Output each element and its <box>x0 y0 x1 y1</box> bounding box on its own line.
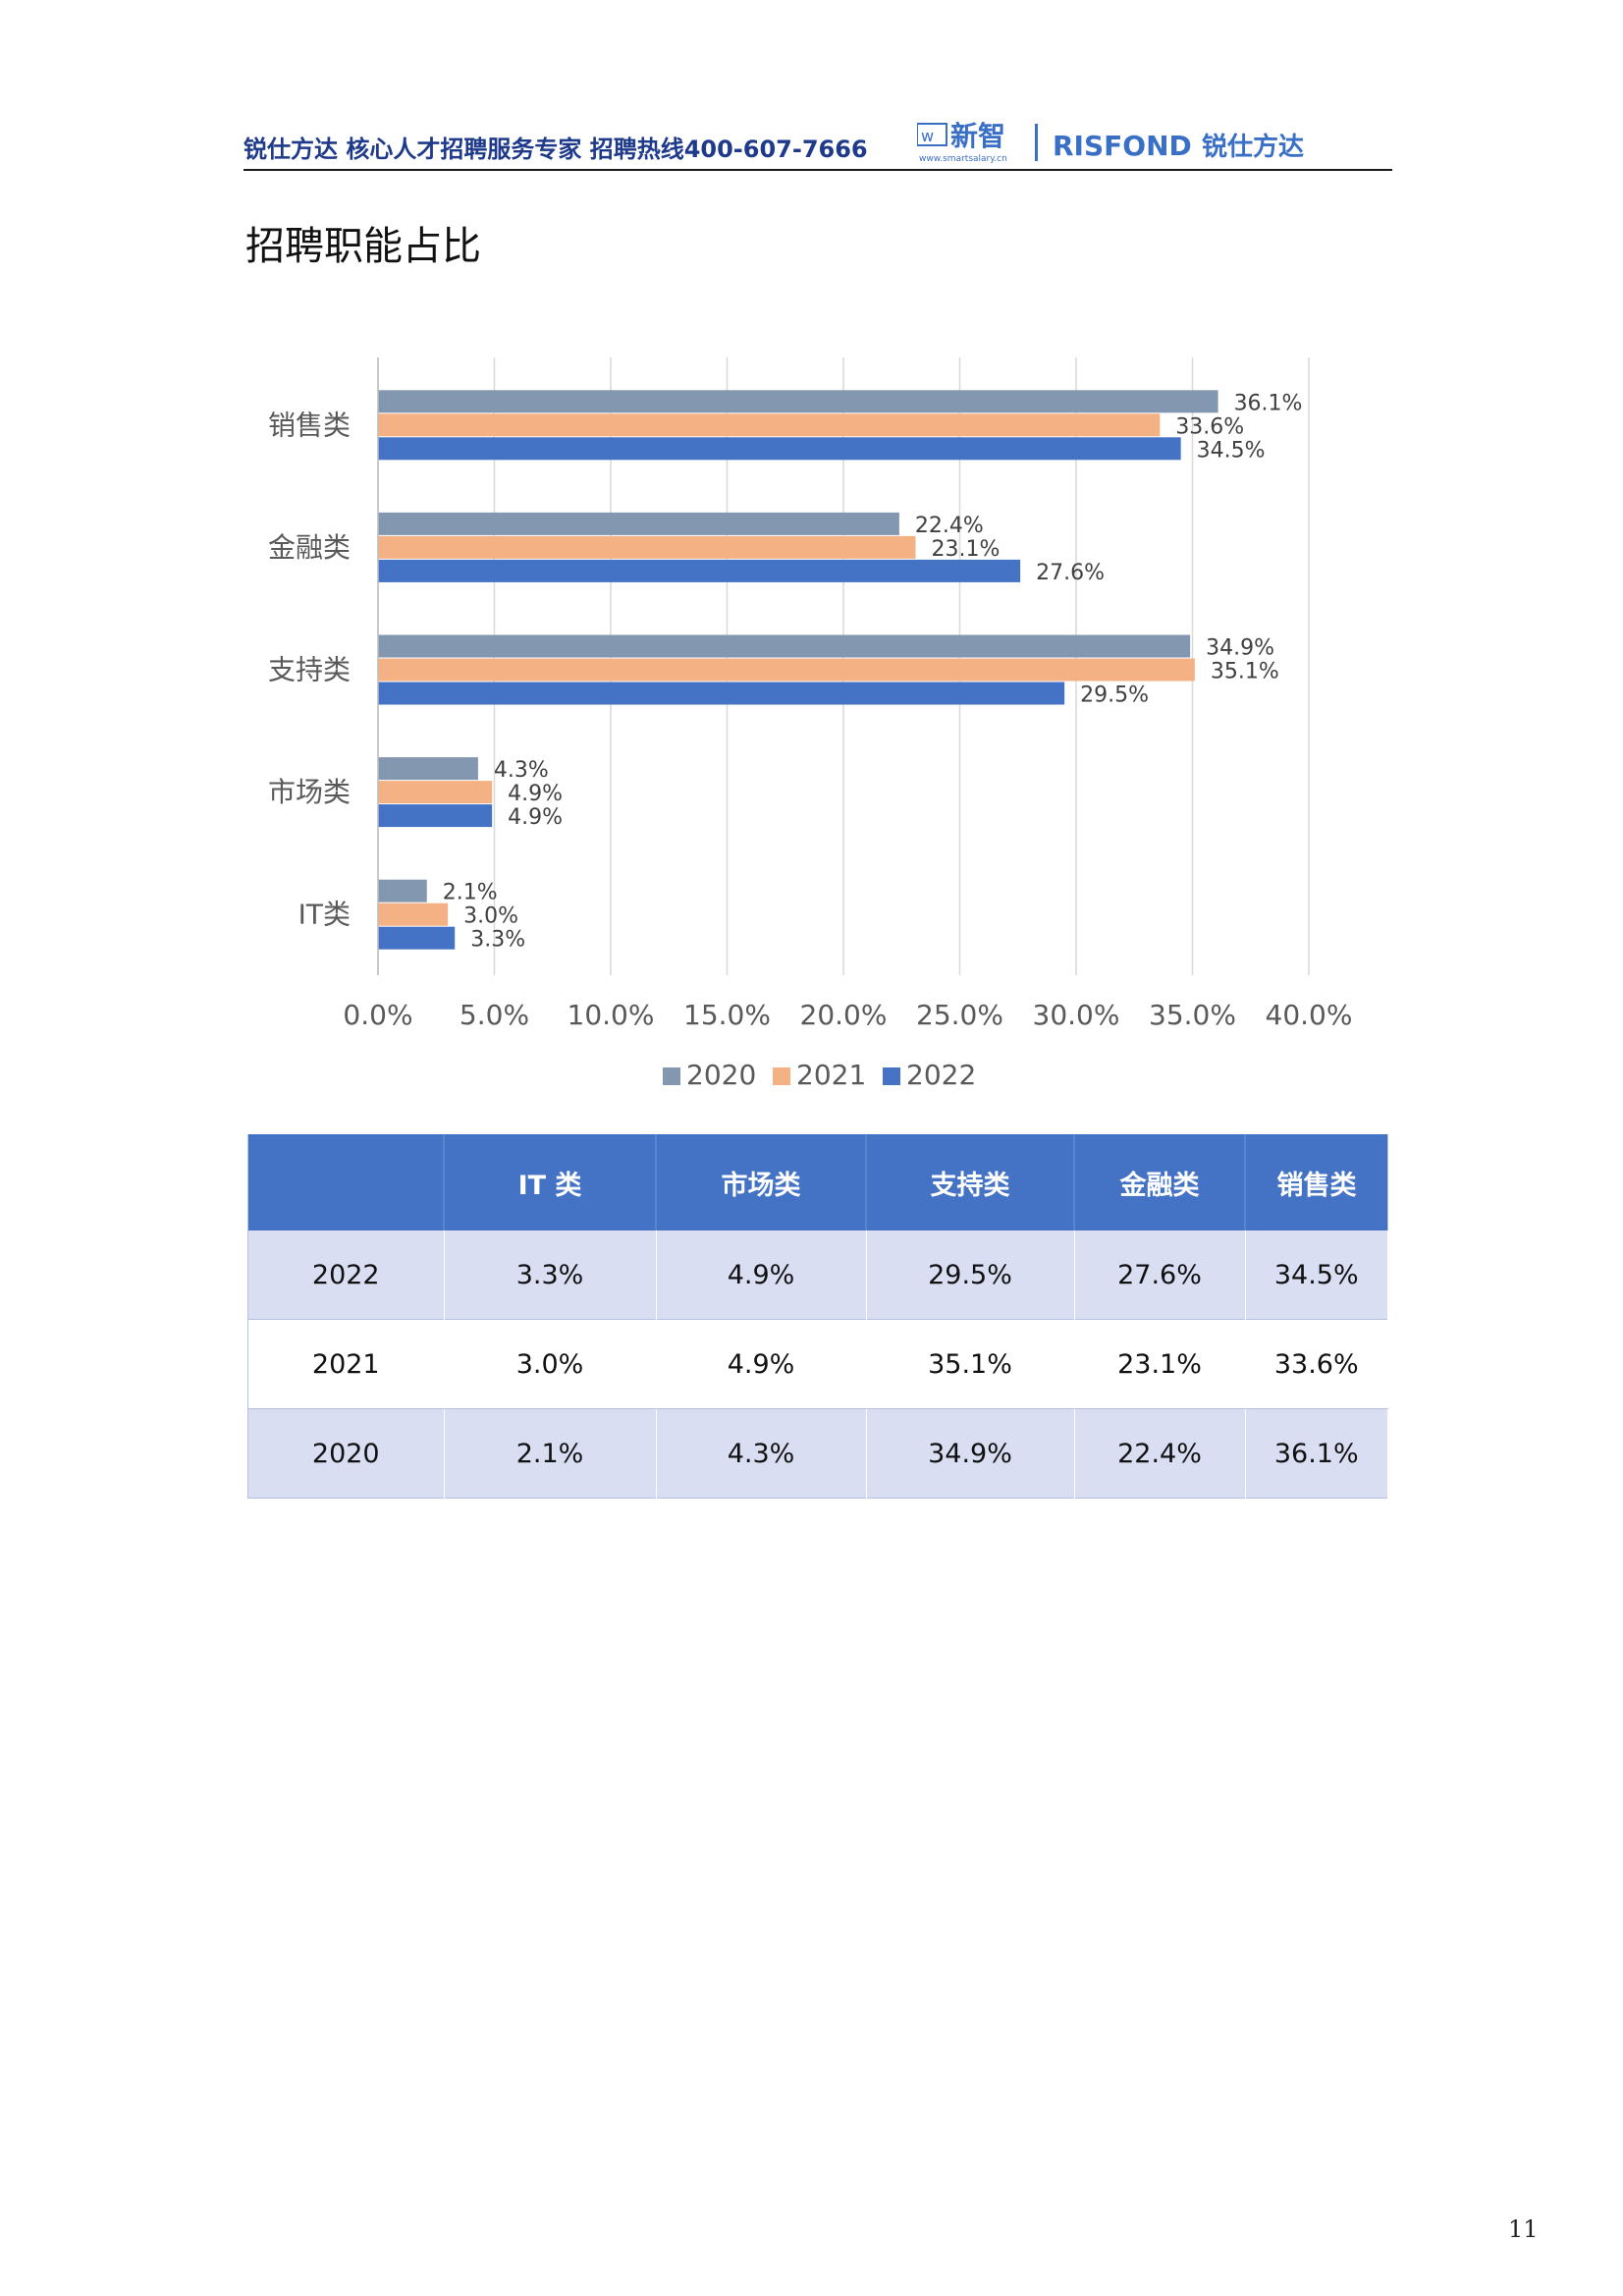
header-rule <box>243 169 1392 171</box>
svg-text:www.smartsalary.cn: www.smartsalary.cn <box>919 154 1007 164</box>
bar <box>378 559 1021 582</box>
data-label: 4.3% <box>494 758 549 783</box>
data-label: 33.6% <box>1175 414 1244 439</box>
data-label: 4.9% <box>508 782 563 806</box>
data-label: 34.9% <box>1206 636 1274 661</box>
data-label: 29.5% <box>1080 683 1149 708</box>
table-cell: 2021 <box>247 1319 445 1409</box>
table-header-cell <box>247 1134 445 1230</box>
data-label: 27.6% <box>1036 561 1105 585</box>
table-cell: 3.0% <box>444 1319 657 1409</box>
y-category-label: IT类 <box>298 899 351 931</box>
data-label: 36.1% <box>1234 391 1303 415</box>
x-tick-label: 5.0% <box>460 999 529 1031</box>
svg-text:新智: 新智 <box>950 120 1005 152</box>
data-label: 23.1% <box>931 537 1000 562</box>
data-label: 35.1% <box>1211 660 1279 684</box>
x-tick-label: 40.0% <box>1266 999 1353 1031</box>
data-label: 22.4% <box>915 514 984 538</box>
bar <box>378 535 916 559</box>
legend-swatch <box>883 1067 900 1085</box>
bar-chart: 0.0% 5.0% 10.0% 15.0% 20.0% 25.0% 30.0% 35.0% 40… <box>268 357 1353 1091</box>
bar <box>378 902 449 926</box>
table-header-cell: 市场类 <box>656 1134 867 1230</box>
bar <box>378 512 899 535</box>
table-cell: 22.4% <box>1074 1408 1246 1499</box>
table-cell: 33.6% <box>1245 1319 1388 1409</box>
xinzhi-logo: w 新智 www.smartsalary.cn <box>917 120 1007 164</box>
bar <box>378 781 493 804</box>
table-cell: 27.6% <box>1074 1230 1246 1320</box>
data-label: 3.0% <box>463 904 518 929</box>
table-cell: 23.1% <box>1074 1319 1246 1409</box>
table-header-cell: 支持类 <box>866 1134 1075 1230</box>
bar <box>378 879 427 902</box>
page-number: 11 <box>1508 2215 1539 2243</box>
x-tick-label: 25.0% <box>916 999 1003 1031</box>
table-cell: 34.9% <box>866 1408 1075 1499</box>
bar <box>378 658 1195 682</box>
y-category-label: 支持类 <box>268 654 351 686</box>
table-header-cell: 销售类 <box>1245 1134 1388 1230</box>
bar <box>378 804 493 828</box>
data-table: IT 类 市场类 支持类 金融类 销售类 2022 3.3% 4.9% 29.5… <box>247 1134 1388 1499</box>
table-header-cell: IT 类 <box>444 1134 657 1230</box>
table-header-cell: 金融类 <box>1074 1134 1246 1230</box>
risfond-logo: RISFOND 锐仕方达 <box>1053 130 1304 162</box>
page-header: 锐仕方达 核心人才招聘服务专家 招聘热线400-607-7666 w 新智 ww… <box>243 116 1390 171</box>
legend-swatch <box>773 1067 790 1085</box>
page-title: 招聘职能占比 <box>245 224 481 269</box>
table-cell: 35.1% <box>866 1319 1075 1409</box>
legend-label: 2021 <box>796 1059 866 1091</box>
svg-text:w: w <box>921 127 934 145</box>
table-header-row: IT 类 市场类 支持类 金融类 销售类 <box>247 1134 1388 1230</box>
bar <box>378 390 1218 413</box>
bar <box>378 437 1181 461</box>
data-label: 4.9% <box>508 805 563 830</box>
table-row: 2021 3.0% 4.9% 35.1% 23.1% 33.6% <box>247 1319 1388 1409</box>
y-category-label: 市场类 <box>268 776 351 808</box>
x-tick-label: 15.0% <box>683 999 771 1031</box>
data-label: 34.5% <box>1197 438 1266 463</box>
bar <box>378 757 478 781</box>
y-category-label: 金融类 <box>268 531 351 564</box>
legend-swatch <box>663 1067 680 1085</box>
table-cell: 29.5% <box>866 1230 1075 1320</box>
svg-text:RISFOND: RISFOND <box>1053 130 1192 162</box>
x-tick-label: 0.0% <box>343 999 412 1031</box>
table-cell: 2.1% <box>444 1408 657 1499</box>
legend-label: 2022 <box>906 1059 976 1091</box>
table-row: 2022 3.3% 4.9% 29.5% 27.6% 34.5% <box>247 1230 1388 1320</box>
bar <box>378 926 456 950</box>
bar <box>378 682 1065 705</box>
table-cell: 4.9% <box>656 1319 867 1409</box>
table-cell: 3.3% <box>444 1230 657 1320</box>
svg-text:锐仕方达: 锐仕方达 <box>1202 132 1304 162</box>
bar <box>378 634 1191 658</box>
table-cell: 4.3% <box>656 1408 867 1499</box>
data-label: 3.3% <box>470 928 525 953</box>
table-cell: 36.1% <box>1245 1408 1388 1499</box>
table-cell: 34.5% <box>1245 1230 1388 1320</box>
table-row: 2020 2.1% 4.3% 34.9% 22.4% 36.1% <box>247 1408 1388 1499</box>
table-cell: 4.9% <box>656 1230 867 1320</box>
x-tick-label: 30.0% <box>1033 999 1120 1031</box>
table-cell: 2022 <box>247 1230 445 1320</box>
table-cell: 2020 <box>247 1408 445 1499</box>
x-tick-label: 10.0% <box>568 999 655 1031</box>
logo-divider <box>1035 124 1038 161</box>
x-tick-label: 35.0% <box>1149 999 1236 1031</box>
y-category-label: 销售类 <box>268 409 351 441</box>
x-tick-label: 20.0% <box>800 999 888 1031</box>
data-label: 2.1% <box>443 881 498 905</box>
legend-label: 2020 <box>686 1059 756 1091</box>
bar <box>378 413 1161 437</box>
header-tagline: 锐仕方达 核心人才招聘服务专家 招聘热线400-607-7666 <box>243 136 868 163</box>
header-logos: w 新智 www.smartsalary.cn RISFOND 锐仕方达 <box>917 120 1304 164</box>
